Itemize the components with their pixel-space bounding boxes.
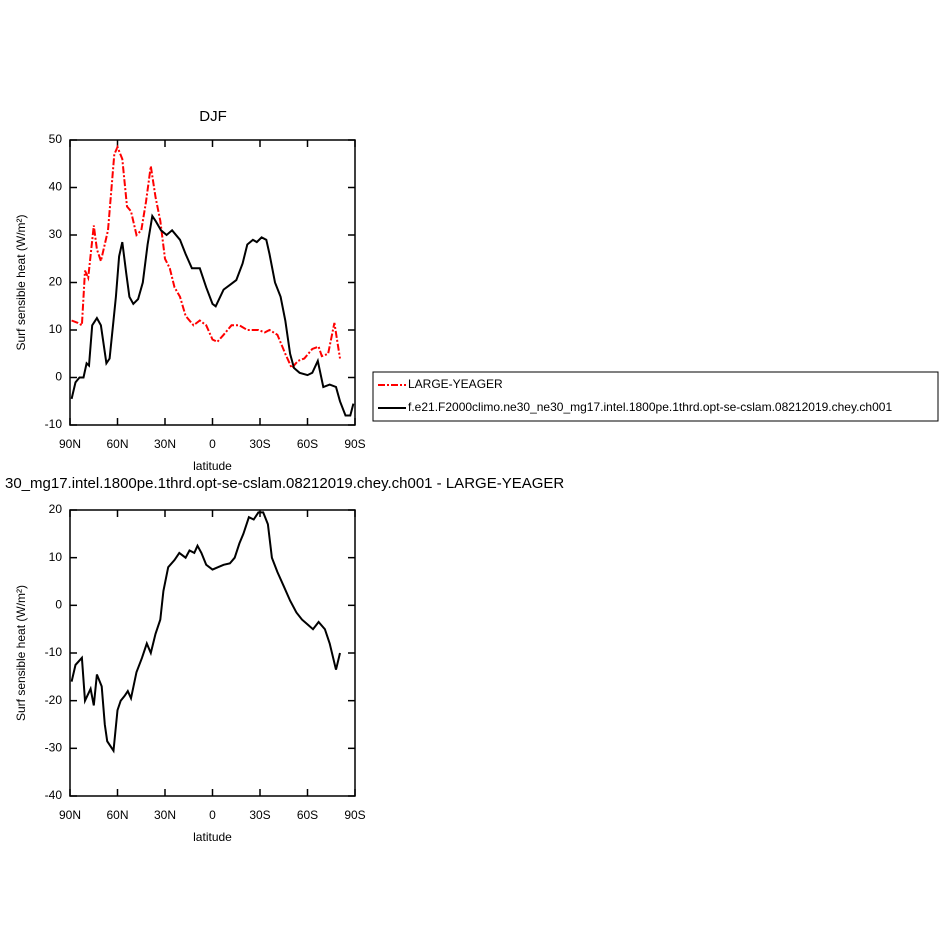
- x-tick-label: 30N: [154, 808, 176, 822]
- x-tick-label: 90S: [344, 437, 365, 451]
- chart-title: DJF: [199, 108, 227, 125]
- y-axis-label: Surf sensible heat (W/m²): [14, 214, 28, 350]
- x-tick-label: 90N: [59, 808, 81, 822]
- y-tick-label: -20: [45, 693, 63, 707]
- x-tick-label: 0: [209, 437, 216, 451]
- x-axis-label: latitude: [193, 459, 232, 473]
- y-axis-label: Surf sensible heat (W/m²): [14, 585, 28, 721]
- y-tick-label: 0: [55, 598, 62, 612]
- y-tick-label: 50: [49, 132, 63, 146]
- legend-box: [372, 371, 939, 422]
- x-tick-label: 30S: [249, 808, 270, 822]
- x-tick-label: 0: [209, 808, 216, 822]
- x-tick-label: 90N: [59, 437, 81, 451]
- x-tick-label: 60N: [106, 808, 128, 822]
- y-tick-label: 20: [49, 275, 63, 289]
- y-tick-label: -30: [45, 741, 63, 755]
- plot-frame: [69, 139, 356, 426]
- y-tick-label: 20: [49, 502, 63, 516]
- y-tick-label: 40: [49, 180, 63, 194]
- y-tick-label: 10: [49, 550, 63, 564]
- y-tick-label: 0: [55, 370, 62, 384]
- plot-frame: [69, 509, 356, 797]
- legend-label: LARGE-YEAGER: [408, 377, 503, 391]
- x-tick-label: 30S: [249, 437, 270, 451]
- x-tick-label: 60S: [297, 437, 318, 451]
- data-line: [70, 511, 341, 754]
- chart-title: 30_mg17.intel.1800pe.1thrd.opt-se-cslam.…: [5, 475, 564, 492]
- y-tick-label: -10: [45, 645, 63, 659]
- x-tick-label: 60S: [297, 808, 318, 822]
- x-tick-label: 90S: [344, 808, 365, 822]
- x-tick-label: 60N: [106, 437, 128, 451]
- data-line: [70, 213, 355, 417]
- x-tick-label: 30N: [154, 437, 176, 451]
- x-axis-label: latitude: [193, 830, 232, 844]
- y-tick-label: -40: [45, 788, 63, 802]
- legend-label: f.e21.F2000climo.ne30_ne30_mg17.intel.18…: [408, 400, 892, 414]
- y-tick-label: 30: [49, 227, 63, 241]
- y-tick-label: 10: [49, 322, 63, 336]
- y-tick-label: -10: [45, 417, 63, 431]
